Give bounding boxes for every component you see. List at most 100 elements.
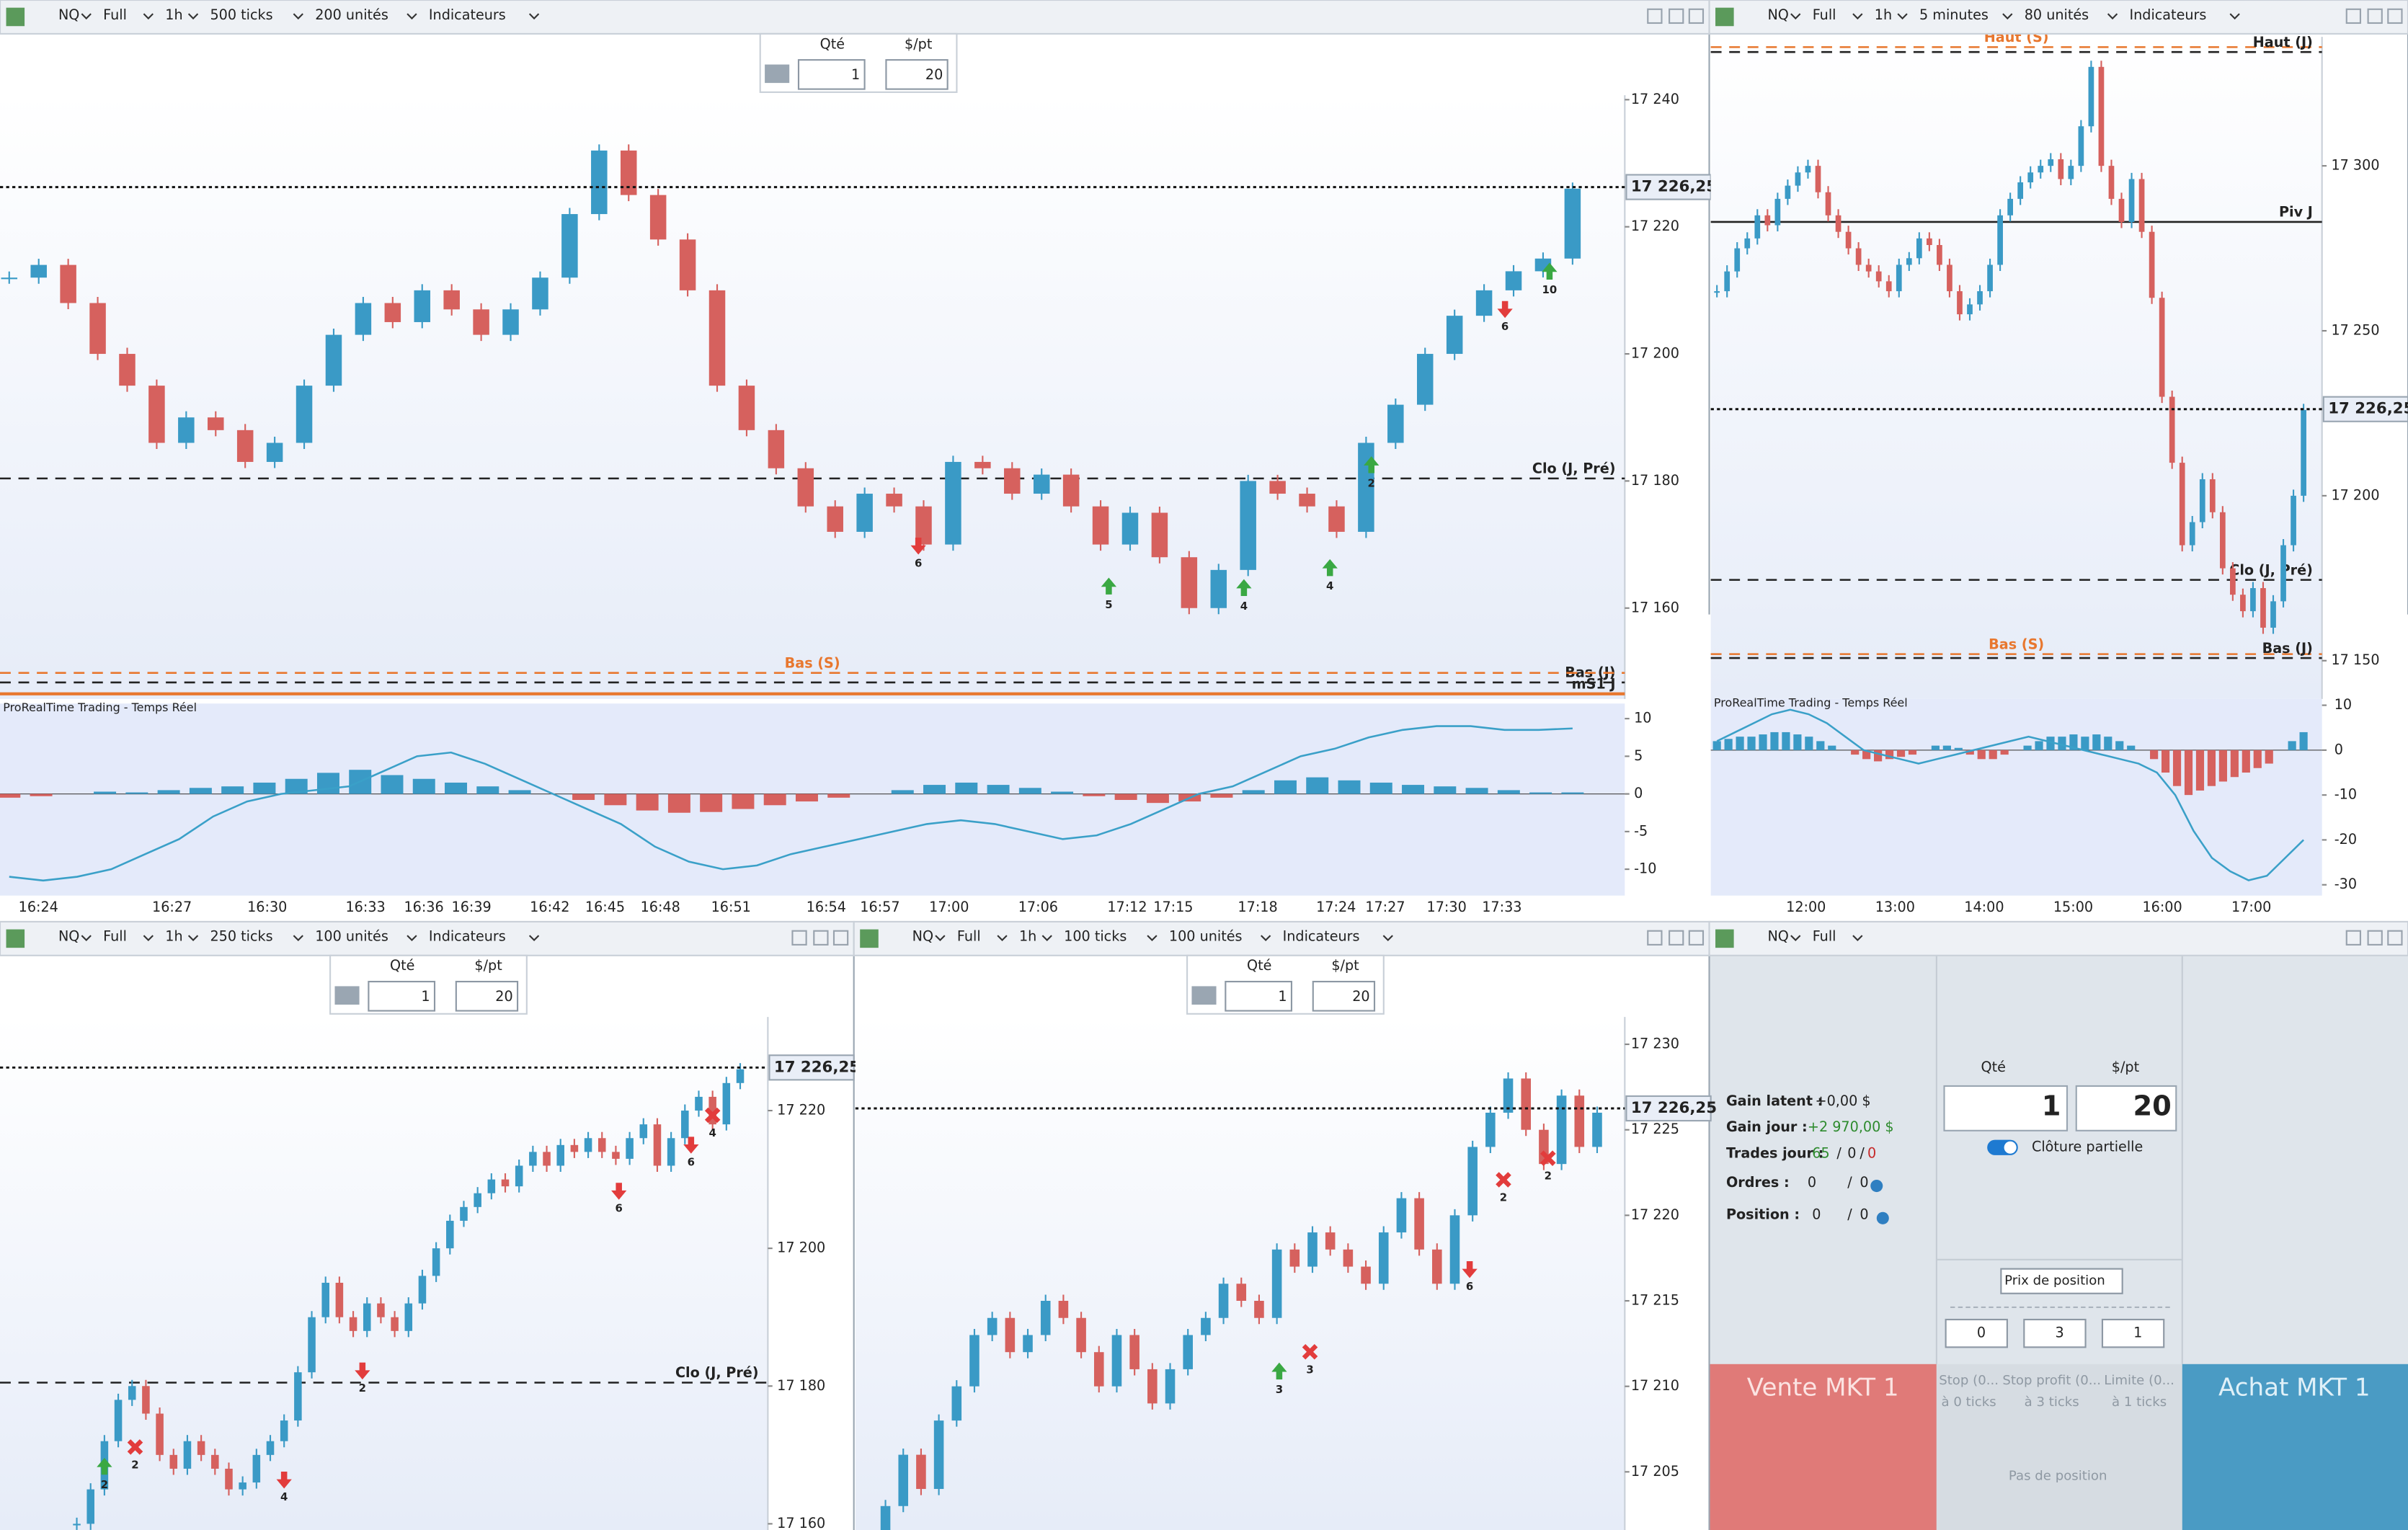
toolbar-item[interactable]: NQ <box>58 928 79 945</box>
candle-body <box>1062 474 1080 507</box>
window-button[interactable] <box>1669 930 1684 946</box>
candle-body <box>178 417 195 443</box>
window-button[interactable] <box>2345 930 2362 946</box>
window-button[interactable] <box>2387 930 2403 946</box>
window-button[interactable] <box>1647 930 1663 946</box>
y-tick-label: 17 200 <box>777 1240 825 1256</box>
candle-body <box>708 1096 716 1125</box>
candle-body <box>2149 231 2155 298</box>
qty-input[interactable] <box>797 59 866 90</box>
tool-icon[interactable] <box>765 64 790 84</box>
candle-body <box>1785 185 1791 199</box>
qty-input[interactable] <box>368 980 436 1012</box>
candle-body <box>280 1420 288 1441</box>
histogram-bar <box>1210 793 1233 798</box>
window-button[interactable] <box>2367 930 2383 946</box>
window-button[interactable] <box>2367 8 2383 25</box>
pt-input[interactable] <box>2075 1085 2177 1131</box>
signal-label: 6 <box>1501 320 1509 333</box>
signal-label: 2 <box>101 1478 108 1491</box>
toolbar-item[interactable]: Indicateurs <box>1283 928 1360 945</box>
toolbar-item[interactable]: Full <box>103 928 127 945</box>
window-button[interactable] <box>2387 8 2403 25</box>
settings-icon[interactable] <box>1876 1211 1889 1224</box>
toolbar-item[interactable]: Full <box>1813 928 1836 945</box>
toolbar-item[interactable]: 500 ticks <box>210 6 272 23</box>
signal-label: 2 <box>1545 1170 1552 1183</box>
toolbar-item[interactable]: Full <box>957 928 981 945</box>
tool-icon[interactable] <box>334 986 360 1005</box>
toolbar-item[interactable]: 250 ticks <box>210 928 272 945</box>
toolbar-item[interactable]: Indicateurs <box>429 928 506 945</box>
toolbar-item[interactable]: 100 ticks <box>1064 928 1127 945</box>
candle-body <box>1023 1335 1033 1353</box>
x-tick-label: 17:06 <box>1018 899 1058 915</box>
toolbar-item[interactable]: NQ <box>1767 6 1788 23</box>
histogram-bar <box>891 790 914 794</box>
toolbar-item[interactable]: 1h <box>1875 6 1892 23</box>
y-tick-label: 17 220 <box>777 1102 825 1118</box>
histogram-bar <box>604 793 627 806</box>
window-button[interactable] <box>791 930 807 946</box>
spinner[interactable] <box>1945 1318 2008 1348</box>
window-button[interactable] <box>813 930 829 946</box>
toolbar-item[interactable]: Indicateurs <box>2129 6 2206 23</box>
settings-icon[interactable] <box>1870 1180 1883 1193</box>
histogram-bar <box>2046 737 2055 750</box>
toolbar <box>1708 0 2408 35</box>
pt-input[interactable] <box>885 59 948 90</box>
toolbar-item[interactable]: 5 minutes <box>1919 6 1989 23</box>
candle-body <box>391 1317 399 1331</box>
sell-button[interactable] <box>1709 1364 1937 1530</box>
window-button[interactable] <box>1688 930 1705 946</box>
toolbar-item[interactable]: 1h <box>1019 928 1036 945</box>
toolbar-item[interactable]: 1h <box>165 6 182 23</box>
toolbar-item[interactable]: NQ <box>58 6 79 23</box>
toolbar-item[interactable]: Full <box>103 6 127 23</box>
label: Stop profit (0... <box>2002 1373 2101 1388</box>
histogram-bar <box>1146 793 1169 804</box>
window-button[interactable] <box>832 930 849 946</box>
pt-value: 20 <box>1352 988 1369 1005</box>
candle-body <box>556 1144 564 1166</box>
price-tag <box>768 1054 855 1081</box>
window-button[interactable] <box>1688 8 1705 25</box>
toolbar-item[interactable]: NQ <box>1767 928 1788 945</box>
toolbar-item[interactable]: 200 unités <box>315 6 388 23</box>
candle-body <box>1875 271 1882 282</box>
toolbar-item[interactable]: NQ <box>912 928 933 945</box>
spinner[interactable] <box>2023 1318 2087 1348</box>
x-tick-label: 16:42 <box>530 899 569 915</box>
price-label: 17 226,25 <box>2328 400 2408 418</box>
histogram-bar <box>2069 734 2078 750</box>
tool-icon[interactable] <box>1191 986 1217 1005</box>
candle-body <box>681 1111 689 1139</box>
window-button[interactable] <box>1647 8 1663 25</box>
qty-input[interactable] <box>1225 980 1293 1012</box>
pt-input[interactable] <box>455 980 519 1012</box>
qty-input[interactable] <box>1943 1085 2069 1131</box>
toolbar-item[interactable]: 80 unités <box>2025 6 2089 23</box>
toolbar-item[interactable]: 100 unités <box>1169 928 1243 945</box>
signal-x <box>1496 1172 1511 1188</box>
toolbar-item[interactable]: 1h <box>165 928 182 945</box>
histogram-bar <box>1747 737 1756 750</box>
select[interactable] <box>2000 1268 2123 1294</box>
candle-body <box>1467 1147 1478 1216</box>
candle-body <box>1092 506 1109 545</box>
window-button[interactable] <box>2345 8 2362 25</box>
candle-body <box>1325 1232 1336 1250</box>
buy-button[interactable] <box>2182 1364 2408 1530</box>
toolbar-item[interactable]: Indicateurs <box>429 6 506 23</box>
toolbar-item[interactable]: 100 unités <box>315 928 388 945</box>
y-tick-label: 0 <box>1634 785 1643 801</box>
pt-input[interactable] <box>1312 980 1376 1012</box>
toolbar-item[interactable]: Full <box>1813 6 1836 23</box>
histogram-bar <box>189 788 212 794</box>
candle-body <box>2209 479 2216 512</box>
spinner[interactable] <box>2101 1318 2165 1348</box>
y-tick-label: 0 <box>2334 741 2343 757</box>
signal-arrow <box>1364 456 1380 473</box>
value: 0 <box>1867 1144 1876 1161</box>
window-button[interactable] <box>1669 8 1684 25</box>
